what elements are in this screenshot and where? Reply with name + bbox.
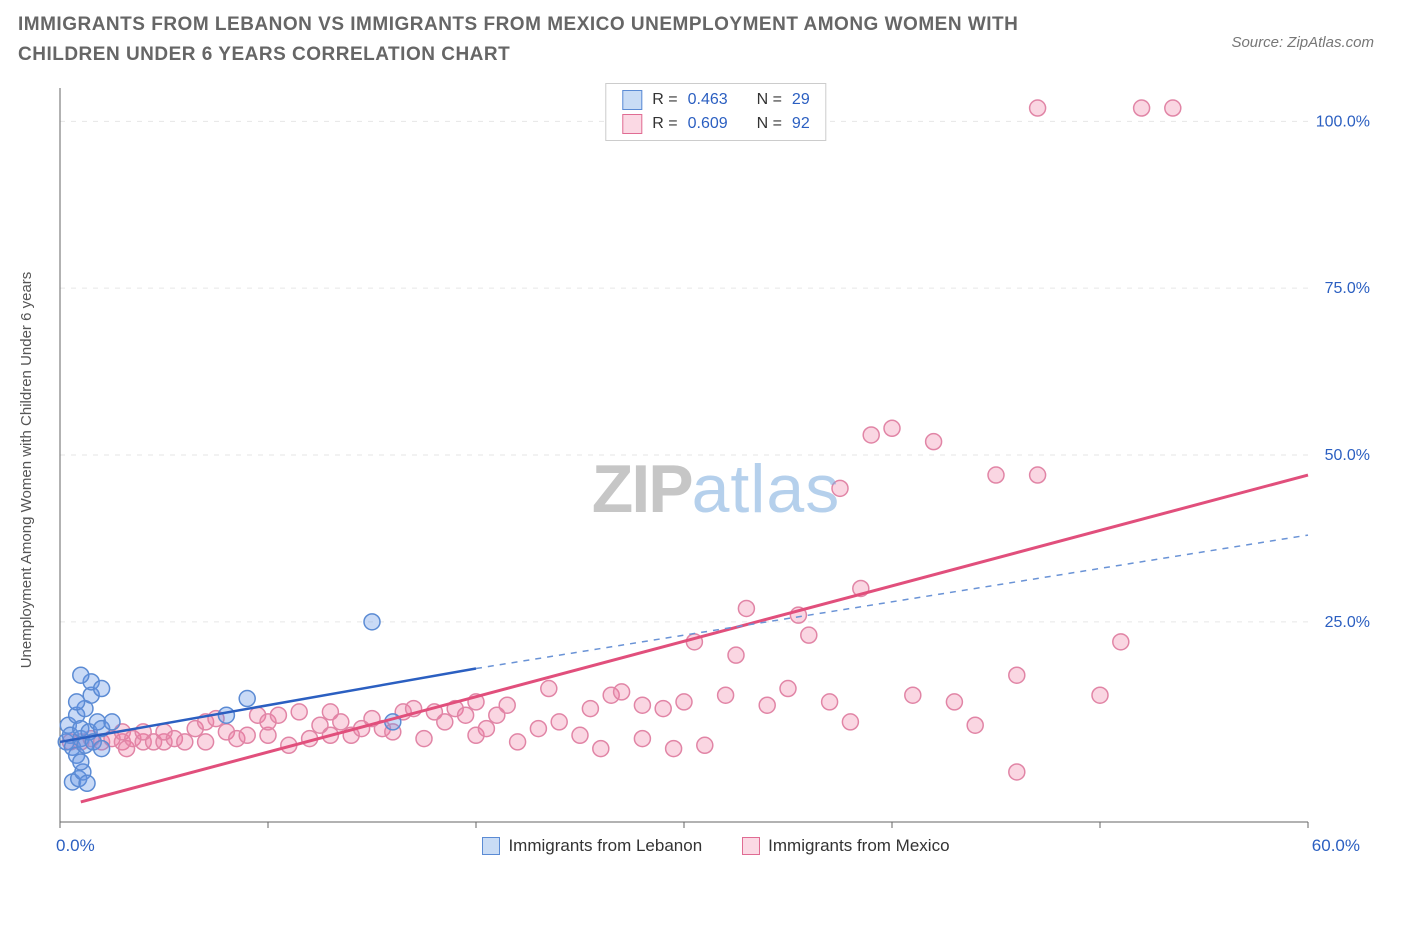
x-tick-min: 0.0% [56,836,95,856]
chart-title: IMMIGRANTS FROM LEBANON VS IMMIGRANTS FR… [18,10,1108,71]
source-label: Source: ZipAtlas.com [1231,34,1374,51]
swatch-lebanon [622,90,642,110]
svg-text:25.0%: 25.0% [1325,614,1370,631]
r-mexico: 0.609 [688,115,728,133]
svg-text:50.0%: 50.0% [1325,447,1370,464]
legend-label-mexico: Immigrants from Mexico [768,836,949,856]
svg-text:100.0%: 100.0% [1316,113,1370,130]
plot-area: 25.0%50.0%75.0%100.0% ZIPatlas R = 0.463… [52,80,1380,870]
x-tick-max: 60.0% [1312,836,1360,856]
n-mexico: 92 [792,115,810,133]
stats-row-lebanon: R = 0.463 N = 29 [622,88,809,112]
legend-item-mexico: Immigrants from Mexico [742,836,949,856]
legend-swatch-lebanon [482,837,500,855]
y-axis-label: Unemployment Among Women with Children U… [18,272,35,669]
stats-legend: R = 0.463 N = 29 R = 0.609 N = 92 [605,83,826,141]
swatch-mexico [622,114,642,134]
stats-row-mexico: R = 0.609 N = 92 [622,112,809,136]
n-lebanon: 29 [792,91,810,109]
r-lebanon: 0.463 [688,91,728,109]
x-legend-row: 0.0% Immigrants from Lebanon Immigrants … [52,836,1380,856]
legend-item-lebanon: Immigrants from Lebanon [482,836,702,856]
legend-swatch-mexico [742,837,760,855]
svg-text:75.0%: 75.0% [1325,280,1370,297]
legend-label-lebanon: Immigrants from Lebanon [508,836,702,856]
scatter-svg: 25.0% 50.0% 75.0% 100.0% [52,80,1380,870]
